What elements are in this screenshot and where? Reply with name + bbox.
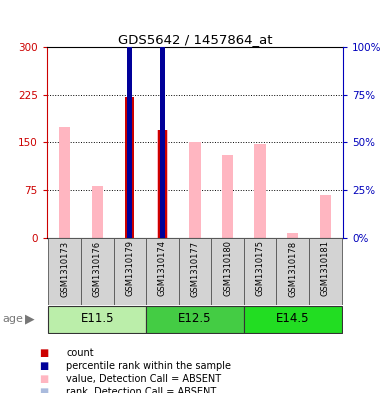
Bar <box>189 142 201 238</box>
Text: age: age <box>2 314 23 324</box>
Text: E11.5: E11.5 <box>81 312 114 325</box>
Bar <box>160 0 165 238</box>
Bar <box>222 155 233 238</box>
Text: ■: ■ <box>39 348 48 358</box>
Bar <box>309 238 342 305</box>
Text: E14.5: E14.5 <box>276 312 309 325</box>
Text: ■: ■ <box>39 361 48 371</box>
Text: ■: ■ <box>39 387 48 393</box>
Text: GSM1310179: GSM1310179 <box>125 241 135 296</box>
Text: rank, Detection Call = ABSENT: rank, Detection Call = ABSENT <box>66 387 216 393</box>
Text: percentile rank within the sample: percentile rank within the sample <box>66 361 231 371</box>
Bar <box>128 0 132 238</box>
Bar <box>211 238 244 305</box>
Bar <box>179 238 211 305</box>
Text: GSM1310181: GSM1310181 <box>321 241 330 296</box>
Bar <box>244 306 342 332</box>
Bar <box>158 130 167 238</box>
Bar <box>81 238 113 305</box>
Text: E12.5: E12.5 <box>178 312 212 325</box>
Bar <box>146 306 244 332</box>
Bar <box>287 233 298 238</box>
Title: GDS5642 / 1457864_at: GDS5642 / 1457864_at <box>118 33 272 46</box>
Text: count: count <box>66 348 94 358</box>
Text: GSM1310178: GSM1310178 <box>288 241 297 297</box>
Bar <box>113 238 146 305</box>
Bar <box>277 238 309 305</box>
Bar <box>319 195 331 238</box>
Bar <box>244 238 277 305</box>
Bar <box>254 144 266 238</box>
Bar <box>125 97 135 238</box>
Bar <box>48 238 81 305</box>
Text: ▶: ▶ <box>25 313 35 326</box>
Text: GSM1310180: GSM1310180 <box>223 241 232 296</box>
Bar <box>48 306 146 332</box>
Bar <box>92 185 103 238</box>
Text: GSM1310176: GSM1310176 <box>93 241 102 297</box>
Text: GSM1310175: GSM1310175 <box>255 241 265 296</box>
Text: value, Detection Call = ABSENT: value, Detection Call = ABSENT <box>66 374 222 384</box>
Bar <box>146 238 179 305</box>
Bar <box>59 127 71 238</box>
Bar <box>157 130 168 238</box>
Text: GSM1310174: GSM1310174 <box>158 241 167 296</box>
Text: ■: ■ <box>39 374 48 384</box>
Text: GSM1310173: GSM1310173 <box>60 241 69 297</box>
Text: GSM1310177: GSM1310177 <box>190 241 200 297</box>
